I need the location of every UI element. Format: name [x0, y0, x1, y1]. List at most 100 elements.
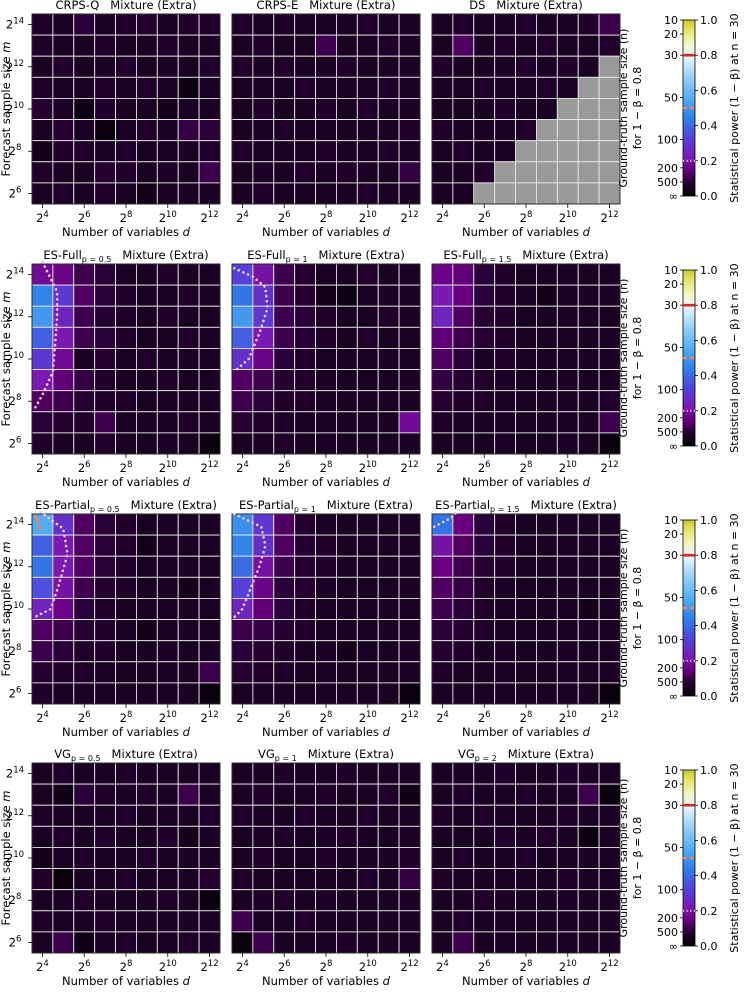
- heatmap-cell: [52, 825, 75, 848]
- heatmap-cell: [335, 640, 358, 663]
- heatmap-cell: [452, 326, 475, 349]
- heatmap-cell: [494, 13, 517, 36]
- heatmap-cell: [515, 347, 537, 371]
- heatmap-cell: [177, 910, 200, 933]
- heatmap-cell: [515, 432, 537, 455]
- heatmap-cell: [31, 534, 54, 557]
- heatmap-cell: [398, 762, 421, 785]
- heatmap-cell: [231, 411, 254, 434]
- heatmap-cell: [252, 576, 275, 599]
- heatmap-cell: [135, 910, 158, 933]
- heatmap-cell: [377, 576, 400, 599]
- power-tick-label: 0.4: [700, 620, 718, 633]
- heatmap-cell: [431, 534, 454, 557]
- heatmap-cell: [356, 783, 379, 806]
- heatmap-cell: [335, 513, 358, 536]
- heatmap-cell: [115, 369, 137, 392]
- heatmap-cell: [177, 182, 200, 205]
- heatmap-cell: [535, 597, 558, 621]
- x-axis-label: Number of variables d: [262, 475, 391, 489]
- heatmap-cell: [94, 347, 117, 371]
- heatmap-cell: [515, 513, 537, 536]
- heatmap-cell: [252, 140, 275, 163]
- heatmap-cell: [515, 889, 537, 912]
- heatmap-cell: [473, 411, 496, 434]
- heatmap-cell: [356, 432, 379, 455]
- heatmap-cell: [556, 804, 579, 827]
- heatmap-cell: [198, 783, 221, 806]
- heatmap-cell: [294, 161, 317, 184]
- heatmap-cell: [294, 534, 317, 557]
- heatmap-cell: [494, 576, 517, 599]
- heatmap-cell: [177, 783, 200, 806]
- heatmap-cell: [356, 825, 379, 848]
- heatmap-cell: [494, 931, 517, 954]
- x-tick-label: 28: [320, 959, 333, 974]
- y-tick-label: 28: [9, 143, 22, 158]
- heatmap-cell: [473, 619, 496, 642]
- heatmap-cell: [135, 182, 158, 205]
- heatmap-cell: [273, 534, 296, 557]
- heatmap-panel: DS Mixture (Extra) 24 26 28 210 212 Number of …: [431, 0, 621, 239]
- heatmap-cell: [31, 825, 54, 848]
- heatmap-cell: [156, 411, 179, 434]
- heatmap-cell: [535, 910, 558, 933]
- heatmap-cell: [294, 931, 317, 954]
- heatmap-cell: [377, 804, 400, 827]
- heatmap-cell: [398, 97, 421, 121]
- heatmap-cell: [94, 555, 117, 578]
- y-tick-label: 214: [6, 267, 24, 282]
- heatmap-cell: [94, 889, 117, 912]
- y-tick-label: 212: [6, 559, 24, 574]
- heatmap-cell: [31, 76, 54, 99]
- heatmap-cell: [473, 432, 496, 455]
- heatmap-cell: [577, 34, 600, 57]
- heatmap-cell: [556, 347, 579, 371]
- heatmap-cell: [335, 619, 358, 642]
- heatmap-cell: [556, 619, 579, 642]
- heatmap-cell: [473, 13, 496, 36]
- heatmap-cell: [398, 534, 421, 557]
- heatmap-cell: [452, 576, 475, 599]
- heatmap-cell: [377, 783, 400, 806]
- heatmap-cell: [273, 97, 296, 121]
- colorbar-right-label: Statistical power (1 − β) at n = 30: [728, 763, 741, 952]
- heatmap-cell: [452, 910, 475, 933]
- heatmap-cell: [273, 263, 296, 286]
- heatmap-cell: [52, 640, 75, 663]
- heatmap-cell: [273, 868, 296, 891]
- heatmap-cell: [73, 804, 96, 827]
- panel-title: ES-Partialp = 1.5 Mixture (Extra): [435, 498, 617, 514]
- heatmap-cell: [377, 762, 400, 785]
- n-tick-label: ∞: [669, 940, 678, 953]
- heatmap-cell: [494, 868, 517, 891]
- heatmap-cell: [177, 119, 200, 142]
- heatmap-cell: [515, 682, 537, 705]
- heatmap-cell: [135, 619, 158, 642]
- n-tick-label: 10: [664, 514, 678, 527]
- heatmap-cell: [73, 182, 96, 205]
- heatmap-cell: [335, 576, 358, 599]
- heatmap-cell: [294, 889, 317, 912]
- heatmap-cell: [377, 889, 400, 912]
- heatmap-cell: [452, 868, 475, 891]
- heatmap-cell: [73, 140, 96, 163]
- heatmap-cell: [94, 34, 117, 57]
- heatmap-cell: [377, 55, 400, 78]
- heatmap-cell: [556, 868, 579, 891]
- heatmap-cell: [356, 263, 379, 286]
- heatmap-cell: [535, 640, 558, 663]
- heatmap-cell: [135, 889, 158, 912]
- heatmap-cell: [31, 804, 54, 827]
- heatmap-cell: [556, 34, 579, 57]
- x-tick-label: 26: [78, 210, 91, 225]
- heatmap-cell: [294, 140, 317, 163]
- heatmap-cell: [294, 326, 317, 349]
- heatmap-cell: [431, 597, 454, 621]
- heatmap-cell: [452, 34, 475, 57]
- heatmap-cell: [577, 783, 600, 806]
- heatmap-cell: [556, 931, 579, 954]
- heatmap-cell: [156, 661, 179, 684]
- heatmap-cell: [177, 534, 200, 557]
- heatmap-cell: [515, 555, 537, 578]
